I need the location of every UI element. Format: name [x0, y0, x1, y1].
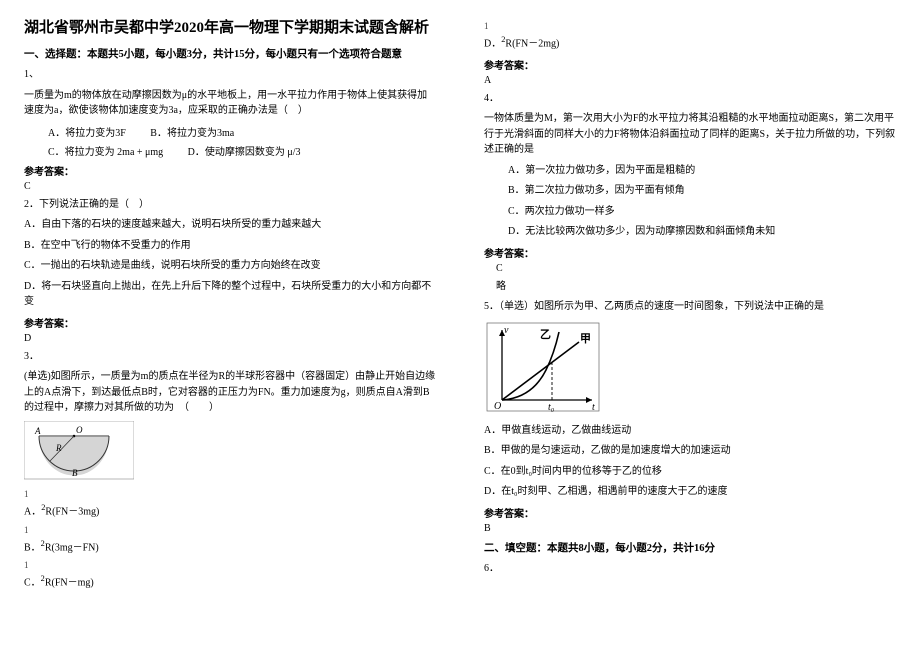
q2-optC: C．一抛出的石块轨迹是曲线，说明石块所受的重力方向始终在改变: [24, 258, 436, 274]
q5-ans-label: 参考答案：: [484, 505, 896, 520]
svg-text:R: R: [55, 443, 62, 453]
q1-optC: C．将拉力变为 2ma + μmg: [48, 147, 163, 158]
q3-optC: R(FN－mg): [45, 578, 94, 589]
svg-text:t₀: t₀: [548, 402, 555, 413]
q5-optC: C．在0到t₀时间内甲的位移等于乙的位移: [484, 464, 896, 480]
svg-text:O: O: [494, 401, 501, 412]
q4-optD: D．无法比较两次做功多少，因为动摩擦因数和斜面倾角未知: [508, 224, 896, 240]
q2-ans-label: 参考答案：: [24, 315, 436, 330]
q1-optB: B．将拉力变为3ma: [150, 128, 234, 139]
q2-optD: D．将一石块竖直向上抛出，在先上升后下降的整个过程中，石块所受重力的大小和方向都…: [24, 279, 436, 310]
q3-ans-label: 参考答案：: [484, 57, 896, 72]
section1-header: 一、选择题：本题共5小题，每小题3分，共计15分，每小题只有一个选项符合题意: [24, 46, 436, 61]
q3-optA: R(FN－3mg): [45, 506, 99, 517]
svg-text:v: v: [504, 325, 509, 336]
q5-body: （单选）如图所示为甲、乙两质点的速度一时间图象，下列说法中正确的是: [499, 301, 824, 312]
q1-optD: D．使动摩擦因数变为 μ/3: [188, 147, 301, 158]
q3-num: 3．: [24, 349, 436, 365]
svg-text:A: A: [34, 426, 41, 436]
q4-optB: B．第二次拉力做功多，因为平面有倾角: [508, 183, 896, 199]
section2-header: 二、填空题：本题共8小题，每小题2分，共计16分: [484, 540, 896, 555]
q3-optC-pre: C．: [24, 578, 41, 589]
q3-ans: A: [484, 75, 896, 86]
q6-num: 6．: [484, 561, 896, 577]
q4-optA: A．第一次拉力做功多，因为平面是粗糙的: [508, 163, 896, 179]
q1-num: 1、: [24, 67, 436, 83]
q4-optC: C．两次拉力做功一样多: [508, 204, 896, 220]
q5-optD: D．在t₀时刻甲、乙相遇，相遇前甲的速度大于乙的速度: [484, 484, 896, 500]
q3-optA-pre: A．: [24, 506, 41, 517]
q5-num: 5．: [484, 301, 499, 312]
q3-optD-pre: D．: [484, 38, 501, 49]
q5-optB: B．甲做的是匀速运动，乙做的是加速度增大的加速运动: [484, 443, 896, 459]
q1-body: 一质量为m的物体放在动摩擦因数为μ的水平地板上，用一水平拉力作用于物体上使其获得…: [24, 88, 436, 119]
q1-ans: C: [24, 181, 436, 192]
q5-ans: B: [484, 523, 896, 534]
doc-title: 湖北省鄂州市吴都中学2020年高一物理下学期期末试题含解析: [24, 18, 436, 38]
q5-optA: A．甲做直线运动，乙做曲线运动: [484, 423, 896, 439]
q2-ans: D: [24, 333, 436, 344]
svg-text:B: B: [72, 468, 78, 478]
q3-diagram: A O R B: [24, 421, 436, 484]
q3-body: (单选)如图所示，一质量为m的质点在半径为R的半球形容器中（容器固定）由静止开始…: [24, 369, 436, 416]
q2-num: 2．: [24, 199, 39, 210]
q4-body: 一物体质量为M，第一次用大小为F的水平拉力将其沿粗糙的水平地面拉动距离S，第二次…: [484, 111, 896, 158]
svg-text:O: O: [76, 425, 83, 435]
q2-body: 下列说法正确的是（ ）: [39, 199, 149, 210]
svg-text:甲: 甲: [580, 332, 591, 345]
q3-optD: R(FN－2mg): [505, 38, 559, 49]
q2-optA: A．自由下落的石块的速度越来越大，说明石块所受的重力越来越大: [24, 217, 436, 233]
q4-num: 4．: [484, 91, 896, 107]
q5-graph: v t 甲 乙 t₀ O: [484, 320, 896, 418]
q4-ans-note: 略: [496, 279, 896, 295]
q4-ans-label: 参考答案：: [484, 245, 896, 260]
svg-text:乙: 乙: [540, 328, 551, 341]
svg-text:t: t: [592, 402, 595, 413]
q3-optB-pre: B．: [24, 542, 41, 553]
q1-ans-label: 参考答案：: [24, 163, 436, 178]
q4-ans: C: [496, 263, 896, 274]
q3-optB: R(3mg－FN): [45, 542, 99, 553]
q2-optB: B．在空中飞行的物体不受重力的作用: [24, 238, 436, 254]
q1-optA: A．将拉力变为3F: [48, 128, 126, 139]
